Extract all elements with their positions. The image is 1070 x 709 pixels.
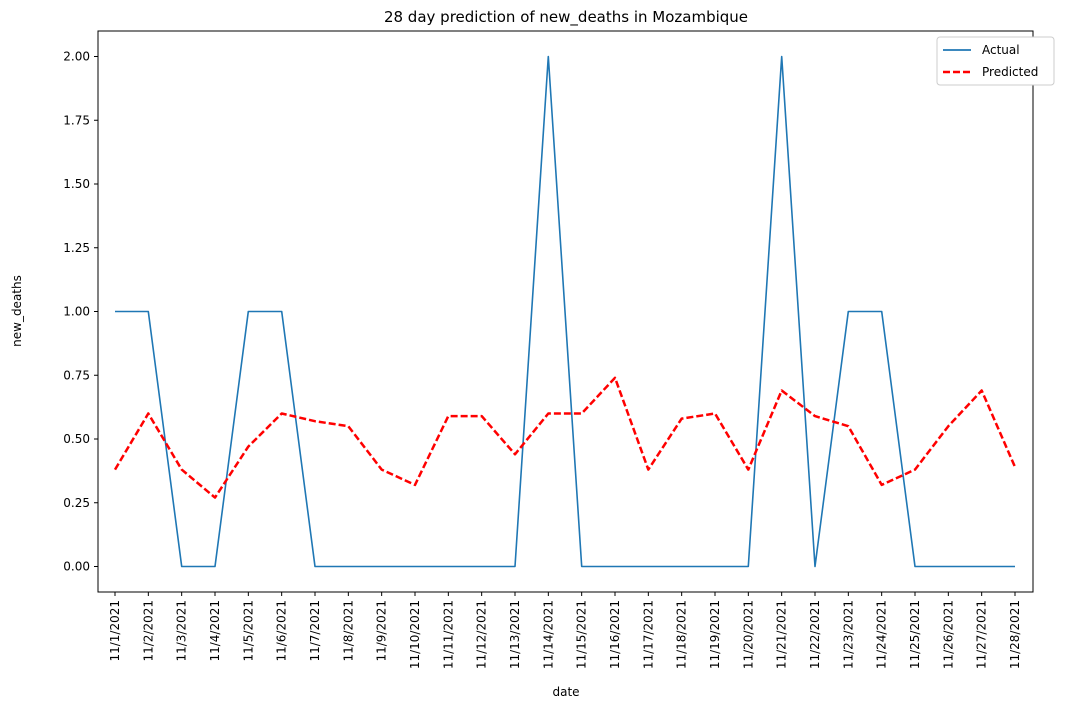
x-tick-label: 11/9/2021: [375, 600, 389, 662]
y-tick-label: 0.75: [63, 368, 90, 382]
x-tick-label: 11/8/2021: [341, 600, 355, 662]
x-tick-label: 11/28/2021: [1008, 600, 1022, 669]
x-tick-label: 11/1/2021: [108, 600, 122, 662]
y-tick-label: 0.00: [63, 560, 90, 574]
x-tick-label: 11/14/2021: [541, 600, 555, 669]
x-tick-label: 11/6/2021: [275, 600, 289, 662]
y-tick-label: 0.50: [63, 432, 90, 446]
x-tick-label: 11/17/2021: [641, 600, 655, 669]
legend: Actual Predicted: [936, 36, 1055, 86]
x-tick-label: 11/11/2021: [441, 600, 455, 669]
y-tick-label: 2.00: [63, 50, 90, 64]
x-tick-label: 11/19/2021: [708, 600, 722, 669]
x-tick-label: 11/22/2021: [808, 600, 822, 669]
x-tick-label: 11/23/2021: [841, 600, 855, 669]
x-tick-label: 11/21/2021: [775, 600, 789, 669]
x-tick-label: 11/4/2021: [208, 600, 222, 662]
y-axis-label: new_deaths: [10, 275, 24, 347]
x-tick-label: 11/25/2021: [908, 600, 922, 669]
y-axis: 0.00 0.25 0.50 0.75 1.00 1.25 1.50 1.75 2.00: [63, 50, 98, 574]
x-tick-label: 11/18/2021: [675, 600, 689, 669]
x-tick-label: 11/10/2021: [408, 600, 422, 669]
legend-label-actual: Actual: [982, 43, 1020, 57]
x-tick-label: 11/26/2021: [941, 600, 955, 669]
series-line-actual: [115, 55, 1015, 568]
x-tick-label: 11/2/2021: [141, 600, 155, 662]
y-tick-label: 1.75: [63, 113, 90, 127]
y-tick-label: 1.00: [63, 305, 90, 319]
legend-label-predicted: Predicted: [982, 65, 1038, 79]
x-tick-label: 11/20/2021: [741, 600, 755, 669]
x-tick-label: 11/15/2021: [575, 600, 589, 669]
y-tick-label: 0.25: [63, 496, 90, 510]
x-tick-label: 11/7/2021: [308, 600, 322, 662]
x-tick-label: 11/5/2021: [241, 600, 255, 662]
x-axis: 11/1/2021 11/2/2021 11/3/2021 11/4/2021 11/5…: [108, 592, 1022, 669]
x-tick-label: 11/13/2021: [508, 600, 522, 669]
x-tick-label: 11/24/2021: [875, 600, 889, 669]
y-tick-label: 1.25: [63, 241, 90, 255]
x-tick-label: 11/3/2021: [175, 600, 189, 662]
series-line-predicted: [113, 376, 1017, 499]
chart-title: 28 day prediction of new_deaths in Mozam…: [384, 8, 748, 27]
x-axis-label: date: [552, 685, 579, 699]
x-tick-label: 11/12/2021: [475, 600, 489, 669]
series-layer: [113, 55, 1017, 568]
y-tick-label: 1.50: [63, 177, 90, 191]
x-tick-label: 11/16/2021: [608, 600, 622, 669]
x-tick-label: 11/27/2021: [975, 600, 989, 669]
